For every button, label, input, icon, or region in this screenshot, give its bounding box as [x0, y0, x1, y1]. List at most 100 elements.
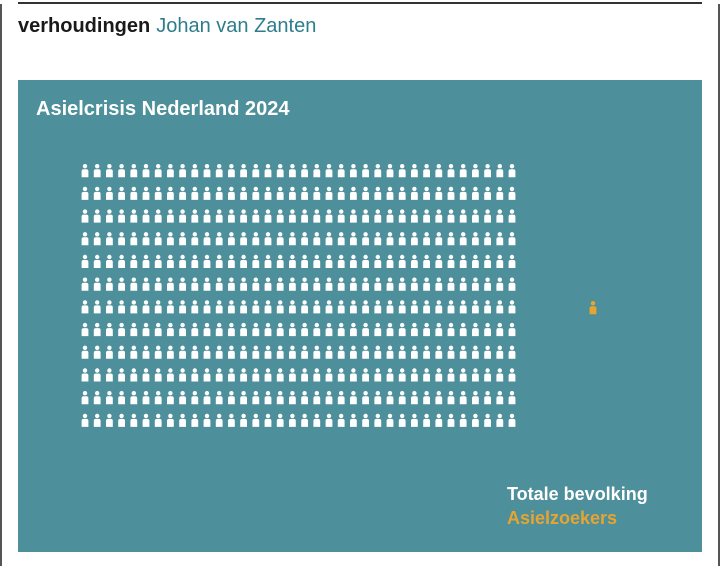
population-person-icon [289, 209, 296, 223]
population-person-icon [142, 186, 150, 200]
population-person-icon [386, 254, 394, 268]
population-person-icon [93, 254, 101, 268]
population-person-icon [228, 413, 235, 427]
population-person-icon [398, 164, 406, 178]
population-person-icon [337, 368, 345, 382]
population-person-icon [472, 300, 479, 314]
population-person-icon [301, 186, 308, 200]
population-person-icon [398, 186, 406, 200]
population-person-icon [154, 164, 162, 178]
population-person-icon [398, 232, 406, 246]
population-person-icon [337, 209, 345, 223]
population-person-icon [167, 277, 174, 291]
population-person-icon [289, 164, 296, 178]
population-person-icon [484, 368, 491, 382]
population-person-icon [435, 232, 443, 246]
population-person-icon [264, 345, 272, 359]
population-person-icon [362, 186, 369, 200]
population-person-icon [264, 232, 272, 246]
population-person-icon [252, 186, 260, 200]
population-person-icon [179, 391, 186, 405]
population-person-icon [447, 413, 455, 427]
population-person-icon [337, 322, 345, 337]
population-person-icon [435, 368, 443, 382]
population-person-icon [276, 391, 284, 405]
population-person-icon [154, 368, 162, 382]
population-person-icon [106, 232, 113, 246]
population-person-icon [484, 413, 491, 427]
population-person-icon [459, 254, 467, 268]
population-person-icon [362, 413, 369, 427]
population-person-icon [301, 232, 308, 246]
population-person-icon [398, 368, 406, 382]
population-person-icon [142, 413, 150, 427]
population-person-icon [106, 368, 113, 382]
population-person-icon [508, 209, 516, 223]
population-person-icon [325, 209, 333, 223]
population-person-icon [240, 277, 247, 291]
population-person-icon [447, 368, 455, 382]
population-person-icon [215, 186, 223, 200]
population-person-icon [484, 277, 491, 291]
population-person-icon [386, 345, 394, 359]
population-person-icon [81, 391, 89, 405]
population-person-icon [118, 345, 125, 359]
population-person-icon [130, 322, 138, 337]
population-person-icon [411, 300, 418, 314]
population-person-icon [289, 391, 296, 405]
population-person-icon [203, 164, 211, 178]
population-person-icon [325, 391, 333, 405]
population-person-icon [215, 254, 223, 268]
population-person-icon [325, 300, 333, 314]
population-person-icon [264, 300, 272, 314]
population-person-icon [313, 368, 321, 382]
population-person-icon [118, 368, 125, 382]
population-person-icon [484, 209, 491, 223]
population-person-icon [179, 368, 186, 382]
population-person-icon [179, 254, 186, 268]
population-person-icon [106, 413, 113, 427]
legend-item-total-population: Totale bevolking [507, 484, 648, 504]
population-person-icon [386, 277, 394, 291]
population-person-icon [191, 391, 199, 405]
population-person-icon [252, 254, 260, 268]
population-person-icon [252, 232, 260, 246]
population-person-icon [118, 277, 125, 291]
population-person-icon [459, 322, 467, 337]
population-person-icon [106, 254, 113, 268]
population-person-icon [423, 232, 430, 246]
population-person-icon [350, 413, 357, 427]
population-person-icon [386, 413, 394, 427]
population-person-icon [301, 277, 308, 291]
population-person-icon [386, 186, 394, 200]
population-person-icon [508, 391, 516, 405]
population-person-icon [93, 277, 101, 291]
population-person-icon [215, 277, 223, 291]
population-person-icon [362, 391, 369, 405]
population-person-icon [118, 209, 125, 223]
population-person-icon [398, 391, 406, 405]
population-person-icon [167, 368, 174, 382]
population-person-icon [362, 345, 369, 359]
population-person-icon [167, 345, 174, 359]
population-person-icon [276, 300, 284, 314]
population-person-icon [496, 413, 504, 427]
population-person-icon [203, 277, 211, 291]
population-person-icon [472, 186, 479, 200]
population-person-icon [374, 254, 382, 268]
population-person-icon [435, 345, 443, 359]
population-person-icon [362, 164, 369, 178]
population-person-icon [337, 277, 345, 291]
population-person-icon [81, 300, 89, 314]
population-person-icon [447, 345, 455, 359]
population-person-icon [93, 186, 101, 200]
population-person-icon [459, 345, 467, 359]
column-header: verhoudingen Johan van Zanten [18, 13, 316, 39]
population-person-icon [252, 322, 260, 337]
population-person-icon [264, 413, 272, 427]
population-person-icon [472, 322, 479, 337]
population-person-icon [252, 209, 260, 223]
population-person-icon [484, 391, 491, 405]
population-person-icon [313, 345, 321, 359]
population-person-icon [81, 254, 89, 268]
